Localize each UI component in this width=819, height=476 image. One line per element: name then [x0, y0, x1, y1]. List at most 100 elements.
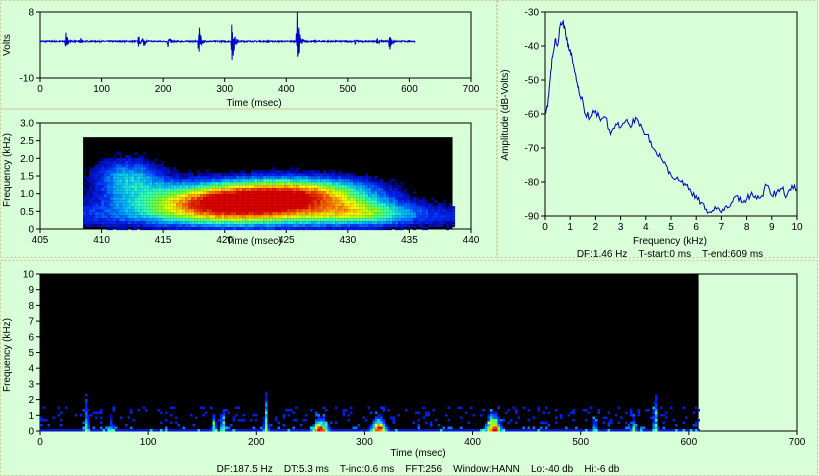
zoom-heat-cell: [266, 194, 270, 198]
zoom-spectrogram-chart[interactable]: 405 410 415 420 425 430 435 44000.51.01.52.02.5…: [2, 119, 480, 248]
zoom-heat-cell: [362, 212, 366, 216]
spectrogram-heat-cell: [427, 429, 430, 432]
spectrum-footer: DF:1.46 Hz T-start:0 ms T-end:609 ms: [577, 249, 763, 260]
zoom-heat-cell: [407, 194, 411, 198]
zoom-heat-cell: [143, 200, 147, 204]
zoom-heat-cell: [251, 224, 255, 228]
spectrogram-heat-cell: [87, 424, 90, 427]
zoom-heat-cell: [134, 176, 138, 180]
zoom-heat-cell: [185, 227, 189, 231]
spectrogram-heat-cell: [435, 429, 438, 432]
zoom-heat-cell: [374, 188, 378, 192]
zoom-heat-cell: [272, 221, 276, 225]
zoom-heat-cell: [92, 206, 96, 210]
spectrogram-x-tick-label: 500: [572, 437, 589, 448]
zoom-heat-cell: [161, 203, 165, 207]
waveform-x-tick-label: 200: [155, 84, 172, 95]
spectrogram-heat-cell: [660, 429, 663, 432]
zoom-heat-cell: [332, 176, 336, 180]
zoom-heat-cell: [356, 224, 360, 228]
zoom-heat-cell: [266, 185, 270, 189]
zoom-heat-cell: [188, 185, 192, 189]
zoom-heat-cell: [248, 191, 252, 195]
zoom-heat-cell: [236, 182, 240, 186]
spectrogram-heat-cell: [310, 426, 313, 429]
zoom-heat-cell: [98, 167, 102, 171]
zoom-heat-cell: [269, 206, 273, 210]
zoom-heat-cell: [134, 185, 138, 189]
zoom-heat-cell: [293, 227, 297, 231]
zoom-heat-cell: [230, 203, 234, 207]
zoom-heat-cell: [131, 224, 135, 228]
zoom-heat-cell: [236, 179, 240, 183]
spectrogram-heat-cell: [655, 401, 658, 404]
zoom-heat-cell: [350, 194, 354, 198]
spectrogram-heat-cell: [110, 419, 113, 422]
zoom-heat-cell: [143, 227, 147, 231]
spectrogram-heat-cell: [495, 411, 498, 414]
zoom-heat-cell: [350, 182, 354, 186]
zoom-heat-cell: [119, 185, 123, 189]
spectrogram-heat-cell: [655, 396, 658, 399]
zoom-heat-cell: [212, 188, 216, 192]
zoom-heat-cell: [362, 224, 366, 228]
zoom-heat-cell: [386, 188, 390, 192]
zoom-heat-cell: [203, 224, 207, 228]
zoom-heat-cell: [230, 200, 234, 204]
zoom-heat-cell: [224, 188, 228, 192]
spectrogram-heat-cell: [325, 424, 328, 427]
zoom-heat-cell: [353, 173, 357, 177]
zoom-heat-cell: [143, 203, 147, 207]
zoom-heat-cell: [128, 194, 132, 198]
zoom-heat-cell: [347, 185, 351, 189]
zoom-heat-cell: [89, 182, 93, 186]
zoom-heat-cell: [344, 179, 348, 183]
spectrogram-heat-cell: [377, 416, 380, 419]
zoom-heat-cell: [317, 200, 321, 204]
zoom-heat-cell: [131, 173, 135, 177]
spectrogram-heat-cell: [505, 429, 508, 432]
spectrogram-heat-cell: [75, 414, 78, 417]
spectrogram-heat-cell: [322, 421, 325, 424]
zoom-heat-cell: [173, 167, 177, 171]
zoom-heat-cell: [422, 197, 426, 201]
zoom-heat-cell: [308, 173, 312, 177]
spectrogram-heat-cell: [497, 426, 500, 429]
zoom-heat-cell: [170, 185, 174, 189]
zoom-heat-cell: [140, 176, 144, 180]
zoom-heat-cell: [344, 221, 348, 225]
zoom-heat-cell: [410, 215, 414, 219]
spectrogram-heat-cell: [380, 426, 383, 429]
spectrogram-heat-cell: [382, 429, 385, 432]
zoom-heat-cell: [326, 176, 330, 180]
spectrogram-heat-cell: [495, 421, 498, 424]
spectrogram-heat-cell: [170, 421, 173, 424]
zoom-heat-cell: [437, 212, 441, 216]
zoom-heat-cell: [230, 191, 234, 195]
spectrogram-heat-cell: [265, 404, 268, 407]
spectrogram-heat-cell: [87, 416, 90, 419]
zoom-heat-cell: [125, 167, 129, 171]
zoom-heat-cell: [134, 158, 138, 162]
spectrogram-heat-cell: [675, 424, 678, 427]
zoom-heat-cell: [419, 218, 423, 222]
zoom-heat-cell: [323, 179, 327, 183]
zoom-heat-cell: [410, 203, 414, 207]
zoom-heat-cell: [335, 227, 339, 231]
zoom-heat-cell: [107, 206, 111, 210]
zoom-heat-cell: [254, 221, 258, 225]
spectrogram-x-tick-label: 400: [464, 437, 481, 448]
zoom-heat-cell: [404, 188, 408, 192]
zoom-heat-cell: [422, 221, 426, 225]
spectrogram-heat-cell: [225, 429, 228, 432]
zoom-heat-cell: [332, 224, 336, 228]
spectrum-chart[interactable]: 0 1 2 3 4 5 6 7 8 9 10-30-40-50-60-70-80-90 Freque…: [500, 8, 803, 261]
zoom-heat-cell: [101, 218, 105, 222]
zoom-heat-cell: [83, 197, 87, 201]
zoom-heat-cell: [251, 176, 255, 180]
zoom-heat-cell: [305, 209, 309, 213]
zoom-heat-cell: [440, 218, 444, 222]
zoom-heat-cell: [299, 176, 303, 180]
